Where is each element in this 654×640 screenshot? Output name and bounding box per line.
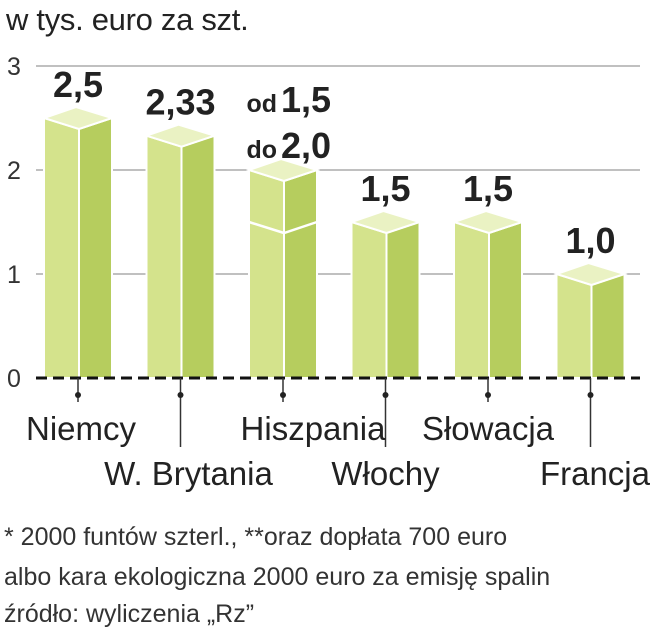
bar-5: [553, 261, 628, 379]
footnote-line-1: * 2000 funtów szterl., **oraz dopłata 70…: [4, 523, 508, 551]
bar-side-face: [488, 220, 523, 379]
bars: [40, 105, 628, 379]
y-axis: 0 1 2 3: [7, 53, 21, 393]
leader-dot: [485, 392, 491, 398]
footnote-line-2: albo kara ekologiczna 2000 euro za emisj…: [4, 563, 551, 591]
bar-side-face: [78, 116, 113, 379]
bar-2: [245, 157, 321, 379]
value-label-wlochy: 1,5: [360, 168, 410, 209]
range-lower-bound-line: [248, 220, 318, 235]
bar-front-face: [350, 220, 388, 379]
category-leader-lines: [75, 378, 594, 447]
bar-side-face: [283, 168, 318, 379]
bar-3: [348, 209, 423, 379]
bar-front-face: [145, 134, 183, 379]
value-label-niemcy: 2,5: [53, 64, 103, 105]
bar-front-face: [555, 272, 593, 379]
leader-dot: [177, 392, 184, 398]
category-label-slowacja: Słowacja: [422, 410, 555, 447]
bar-top-cap: [143, 123, 218, 148]
range-to-prefix: do: [246, 136, 277, 164]
y-tick-label: 1: [7, 261, 21, 289]
range-from-prefix: od: [246, 90, 277, 118]
y-tick-label: 2: [7, 157, 21, 185]
bar-top-cap: [348, 209, 423, 235]
y-tick-label: 3: [7, 53, 21, 81]
bar-top-cap: [450, 209, 526, 235]
range-to-value: 2,0: [281, 125, 331, 166]
bar-chart: 0 1 2 3 2,5 2,33 od 1,5 do 2,0 1,5 1,5 1…: [7, 53, 651, 492]
value-labels: 2,5 2,33 od 1,5 do 2,0 1,5 1,5 1,0: [53, 64, 616, 261]
value-label-w-brytania: 2,33: [145, 82, 215, 123]
category-label-w-brytania: W. Brytania: [104, 455, 273, 492]
gridlines: [36, 65, 640, 275]
leader-dot: [587, 392, 594, 398]
category-label-francja: Francja: [540, 455, 651, 492]
category-label-niemcy: Niemcy: [26, 410, 137, 447]
value-label-francja: 1,0: [565, 220, 615, 261]
x-axis-categories: Niemcy W. Brytania Hiszpania Włochy Słow…: [26, 410, 651, 492]
value-label-slowacja: 1,5: [463, 168, 513, 209]
bar-0: [40, 105, 116, 379]
bar-side-face: [180, 134, 216, 379]
bar-4: [450, 209, 526, 379]
bar-top-cap: [40, 105, 116, 131]
footnote-source: źródło: wyliczenia „Rz”: [4, 600, 255, 628]
bar-1: [143, 123, 218, 379]
bar-side-face: [385, 220, 421, 379]
bar-front-face: [43, 116, 80, 379]
chart-unit-title: w tys. euro za szt.: [6, 2, 249, 37]
bar-front-face: [248, 168, 285, 379]
leader-dot: [75, 392, 81, 398]
bar-top-cap: [553, 261, 628, 287]
leader-dot: [280, 392, 286, 398]
range-from-value: 1,5: [281, 79, 331, 120]
category-label-wlochy: Włochy: [331, 455, 440, 492]
bar-side-face: [590, 272, 626, 379]
bar-front-face: [453, 220, 490, 379]
y-tick-label: 0: [7, 365, 21, 393]
leader-dot: [382, 392, 389, 398]
category-label-hiszpania: Hiszpania: [241, 410, 387, 447]
bar-top-cap: [245, 157, 321, 183]
